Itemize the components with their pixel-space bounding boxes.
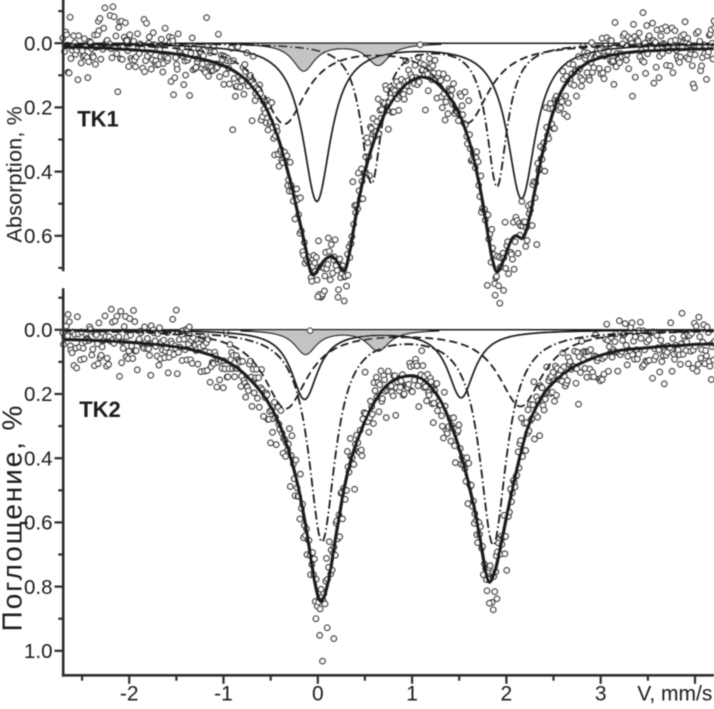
svg-text:TK2: TK2	[79, 397, 121, 422]
svg-text:3: 3	[595, 683, 607, 706]
svg-text:Поглощение, %: Поглощение, %	[0, 404, 28, 632]
svg-text:V, mm/s: V, mm/s	[637, 683, 712, 706]
svg-text:0.6: 0.6	[24, 512, 53, 535]
svg-text:2: 2	[501, 683, 513, 706]
svg-text:0: 0	[312, 683, 324, 706]
svg-text:-2: -2	[120, 683, 139, 706]
svg-text:0.0: 0.0	[24, 319, 53, 342]
svg-text:0.8: 0.8	[24, 576, 53, 599]
svg-text:Absorption, %: Absorption, %	[3, 106, 27, 243]
svg-text:1: 1	[406, 683, 418, 706]
svg-text:0.0: 0.0	[24, 32, 53, 55]
svg-text:-1: -1	[214, 683, 233, 706]
svg-text:1.0: 1.0	[24, 640, 53, 663]
svg-text:0.2: 0.2	[24, 97, 53, 120]
svg-text:0.2: 0.2	[24, 383, 53, 406]
svg-text:0.6: 0.6	[24, 225, 53, 248]
svg-text:0.4: 0.4	[24, 447, 53, 470]
svg-text:0.4: 0.4	[24, 161, 53, 184]
svg-text:TK1: TK1	[77, 107, 119, 132]
